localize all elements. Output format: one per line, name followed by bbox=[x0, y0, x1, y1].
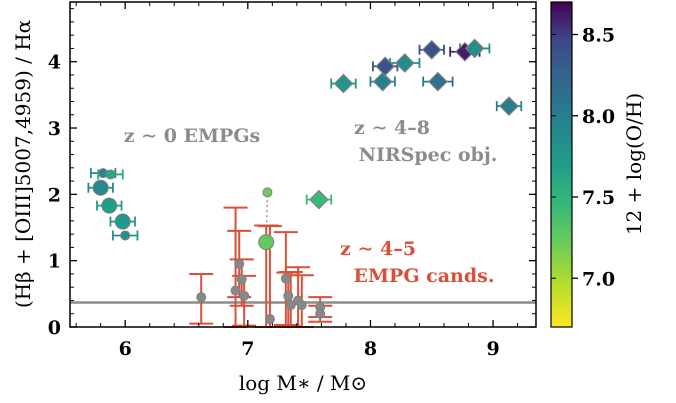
data-point-circle bbox=[239, 290, 250, 301]
y-tick-label: 4 bbox=[48, 52, 61, 74]
colorbar-tick-label: 7.0 bbox=[582, 268, 615, 290]
data-point-circle bbox=[236, 274, 247, 285]
colorbar bbox=[550, 1, 573, 328]
data-point-circle bbox=[280, 273, 291, 284]
data-point-circle bbox=[114, 213, 131, 230]
annotation-text: z ∼ 4–8 bbox=[354, 117, 430, 139]
annotation-text: NIRSpec obj. bbox=[359, 144, 498, 166]
y-tick-label: 3 bbox=[48, 118, 61, 140]
x-axis-title: log M∗ / M⊙ bbox=[239, 371, 367, 395]
x-tick-label: 7 bbox=[241, 338, 254, 360]
y-tick-label: 1 bbox=[48, 251, 61, 273]
data-point-circle bbox=[120, 230, 131, 241]
annotation-text: z ∼ 0 EMPGs bbox=[124, 125, 261, 147]
plot-frame bbox=[69, 1, 537, 328]
data-point-circle bbox=[296, 300, 307, 311]
colorbar-tick-label: 8.5 bbox=[582, 25, 615, 47]
data-point-diamond bbox=[333, 73, 354, 94]
colorbar-label: 12 + log(O/H) bbox=[622, 93, 646, 235]
data-point-circle bbox=[315, 308, 326, 319]
data-point-diamond bbox=[428, 71, 448, 92]
annotation-text: z ∼ 4–5 bbox=[340, 238, 416, 260]
data-point-diamond bbox=[375, 56, 396, 77]
data-point-circle bbox=[230, 285, 241, 296]
connector-line bbox=[265, 192, 269, 243]
data-point-circle bbox=[285, 300, 296, 311]
data-point-circle bbox=[105, 169, 116, 180]
data-point-diamond bbox=[372, 71, 393, 92]
data-point-diamond bbox=[464, 38, 485, 59]
annotation-text: EMPG cands. bbox=[354, 265, 495, 287]
data-point-circle bbox=[283, 290, 294, 301]
data-point-circle bbox=[101, 197, 118, 214]
data-point-diamond bbox=[499, 96, 519, 116]
x-tick-label: 6 bbox=[119, 338, 132, 360]
data-point-circle bbox=[264, 314, 275, 325]
data-point-diamond bbox=[309, 189, 329, 210]
data-point-circle bbox=[196, 292, 207, 303]
colorbar-tick-label: 7.5 bbox=[582, 187, 615, 209]
colorbar-tick-label: 8.0 bbox=[582, 106, 615, 128]
data-point-circle bbox=[258, 234, 275, 251]
y-axis-title: (Hβ + [OIII]5007,4959) / Hα bbox=[11, 20, 35, 308]
data-point-circle bbox=[92, 179, 109, 196]
data-point-diamond bbox=[394, 53, 415, 73]
y-tick-label: 0 bbox=[48, 317, 61, 339]
x-tick-label: 8 bbox=[364, 338, 377, 360]
x-tick-label: 9 bbox=[486, 338, 499, 360]
y-tick-label: 2 bbox=[48, 184, 61, 206]
data-point-diamond bbox=[421, 39, 442, 60]
data-point-circle bbox=[234, 258, 245, 269]
data-point-circle bbox=[262, 187, 273, 198]
